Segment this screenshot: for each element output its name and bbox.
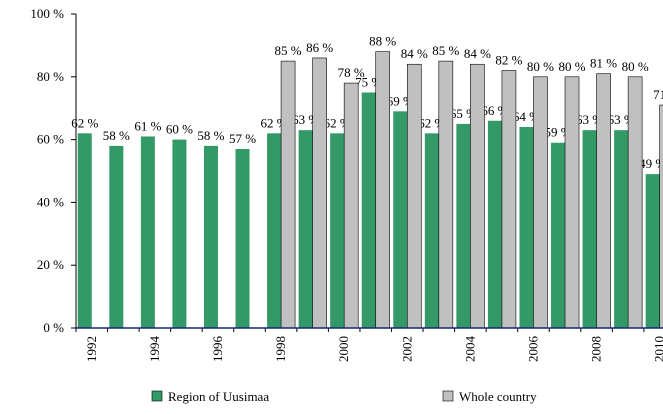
- bar: [280, 60, 296, 329]
- data-label: 86 %: [306, 40, 333, 55]
- data-label: 85 %: [432, 43, 459, 58]
- bar: [487, 120, 502, 328]
- bar: [109, 145, 124, 328]
- bar: [361, 92, 376, 328]
- bar: [203, 145, 218, 328]
- data-label: 78 %: [338, 65, 365, 80]
- bar: [77, 133, 92, 328]
- bar: [424, 133, 439, 328]
- bar: [172, 139, 187, 328]
- x-tick-label: 1996: [210, 336, 225, 363]
- data-label: 61 %: [134, 118, 161, 133]
- bar: [519, 127, 534, 328]
- data-label: 58 %: [103, 128, 130, 143]
- y-tick-label: 0 %: [43, 320, 64, 335]
- x-tick-label: 2006: [525, 336, 540, 363]
- data-label: 82 %: [495, 53, 522, 68]
- bar: [627, 76, 643, 329]
- bar: [645, 174, 660, 328]
- data-label: 88 %: [369, 34, 396, 49]
- bar: [456, 123, 471, 329]
- data-label: 49 %: [639, 156, 663, 171]
- bar: [267, 133, 282, 328]
- bar: [614, 130, 629, 328]
- bar: [501, 70, 517, 329]
- x-tick-label: 1992: [84, 336, 99, 362]
- bar: [343, 82, 359, 329]
- data-label: 71 %: [653, 87, 663, 102]
- bar: [330, 133, 345, 328]
- bar: [564, 76, 580, 329]
- data-label: 80 %: [527, 59, 554, 74]
- data-label: 85 %: [275, 43, 302, 58]
- data-label: 81 %: [590, 56, 617, 71]
- bar: [298, 130, 313, 328]
- bar: [470, 63, 485, 329]
- data-label: 57 %: [229, 131, 256, 146]
- data-label: 60 %: [166, 122, 193, 137]
- x-tick-label: 1998: [273, 336, 288, 362]
- legend-label: Region of Uusimaa: [168, 389, 269, 404]
- bar: [659, 104, 663, 329]
- y-tick-label: 60 %: [37, 132, 64, 147]
- y-tick-label: 80 %: [37, 69, 64, 84]
- legend-label: Whole country: [459, 389, 537, 404]
- y-tick-label: 20 %: [37, 257, 64, 272]
- data-label: 62 %: [71, 115, 98, 130]
- x-tick-label: 2010: [652, 336, 663, 362]
- bar: [235, 149, 250, 328]
- bar: [312, 57, 327, 329]
- bar: [582, 130, 597, 328]
- legend-swatch: [442, 390, 454, 402]
- x-tick-label: 2000: [336, 336, 351, 362]
- data-label: 80 %: [622, 59, 649, 74]
- x-tick-label: 1994: [147, 336, 162, 363]
- bar: [140, 136, 155, 328]
- x-tick-label: 2004: [462, 336, 477, 363]
- y-tick-label: 100 %: [30, 6, 64, 21]
- bar: [406, 63, 422, 329]
- bar: [533, 76, 548, 329]
- data-label: 84 %: [401, 46, 428, 61]
- data-label: 84 %: [464, 46, 491, 61]
- bar: [596, 73, 611, 329]
- bar: [438, 60, 454, 329]
- data-label: 80 %: [558, 59, 585, 74]
- x-tick-label: 2002: [399, 336, 414, 362]
- bar: [551, 142, 566, 328]
- bar: [375, 51, 391, 329]
- x-tick-label: 2008: [589, 336, 604, 362]
- data-label: 58 %: [197, 128, 224, 143]
- y-tick-label: 40 %: [37, 194, 64, 209]
- legend-swatch: [151, 390, 163, 402]
- bar: [393, 111, 408, 328]
